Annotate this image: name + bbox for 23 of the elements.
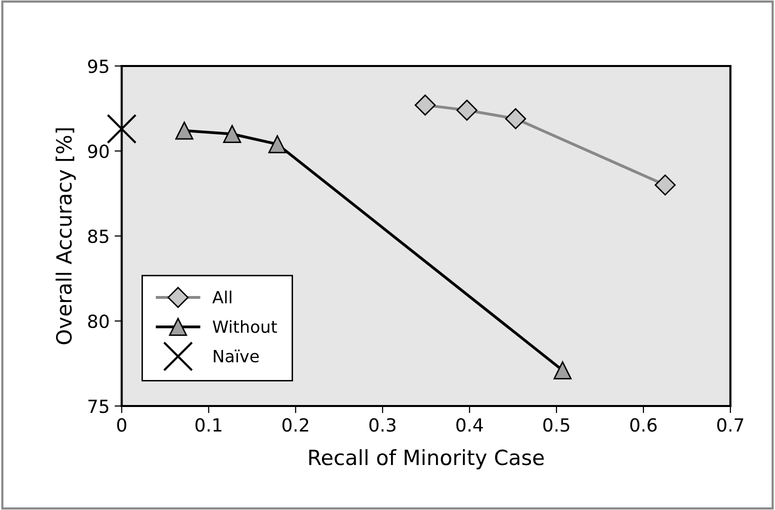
point	[175, 122, 194, 140]
y-tick-label: 90	[88, 144, 109, 158]
x-tick-label: 0.4	[456, 418, 483, 432]
x-tick-label: 0.6	[630, 418, 657, 432]
y-tick-label: 75	[88, 400, 108, 414]
x-tick-label: 0.1	[195, 418, 222, 432]
x-tick-label: 0.7	[717, 418, 744, 432]
y-tick-label: 95	[88, 59, 108, 74]
x-tick-label: 0.2	[282, 418, 308, 432]
x-tick-label: 0.3	[369, 418, 396, 432]
y-tick-label: 85	[88, 229, 108, 244]
point	[223, 124, 242, 144]
x-axis-title: Recall of Minority Case	[309, 449, 544, 470]
legend-label: All	[212, 290, 232, 304]
point	[268, 135, 286, 154]
x-tick-label: 0	[117, 418, 126, 432]
point	[106, 114, 137, 144]
legend-label: Without	[212, 320, 277, 333]
y-tick-label: 80	[88, 314, 109, 328]
y-axis-title: Overall Accuracy [%]	[56, 128, 76, 344]
legend-label: Naïve	[214, 350, 259, 362]
point	[554, 361, 572, 380]
x-tick-label: 0.5	[543, 418, 570, 432]
